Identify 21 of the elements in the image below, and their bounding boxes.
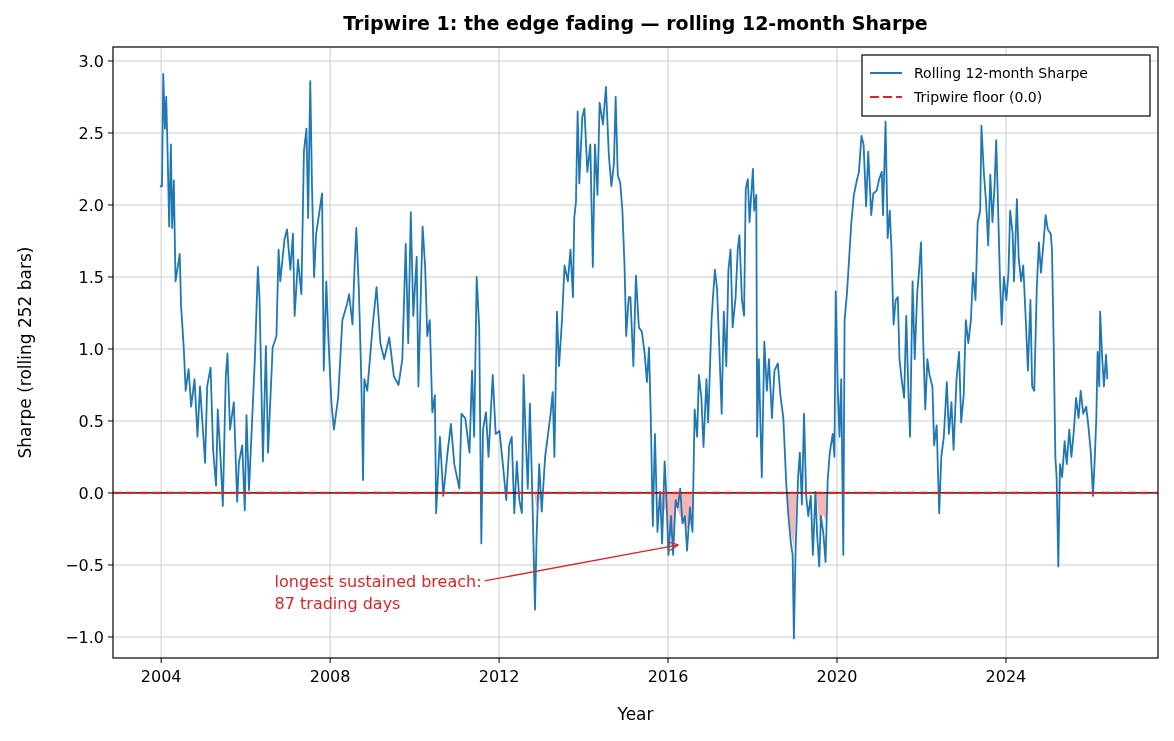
- y-tick-label: 2.5: [78, 123, 104, 143]
- y-tick-label: −0.5: [65, 555, 104, 575]
- y-tick-label: 2.0: [78, 195, 104, 215]
- legend-label: Rolling 12-month Sharpe: [914, 64, 1088, 81]
- y-tick-label: 0.5: [78, 411, 104, 431]
- x-tick-label: 2024: [985, 667, 1027, 686]
- y-tick-label: −1.0: [65, 627, 104, 647]
- y-tick-label: 1.5: [78, 267, 104, 287]
- y-axis-title: Sharpe (rolling 252 bars): [15, 246, 35, 459]
- y-tick-label: 3.0: [78, 51, 104, 71]
- x-tick-label: 2012: [478, 667, 520, 686]
- legend-label: Tripwire floor (0.0): [913, 88, 1043, 105]
- x-tick-label: 2008: [309, 667, 351, 686]
- x-axis-title: Year: [616, 704, 654, 724]
- x-tick-label: 2016: [647, 667, 689, 686]
- x-tick-label: 2020: [816, 667, 858, 686]
- chart-title: Tripwire 1: the edge fading — rolling 12-month Sharpe: [343, 12, 928, 34]
- x-tick-label: 2004: [140, 667, 182, 686]
- y-tick-label: 1.0: [78, 339, 104, 359]
- y-tick-label: 0.0: [78, 483, 104, 503]
- annotation: longest sustained breach: 87 trading days: [274, 571, 482, 613]
